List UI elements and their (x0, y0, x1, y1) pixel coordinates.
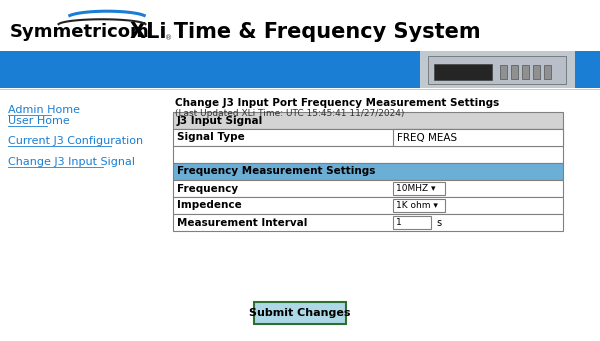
Text: Signal Type: Signal Type (177, 133, 245, 143)
Text: User Home: User Home (8, 116, 70, 126)
Text: FREQ MEAS: FREQ MEAS (397, 133, 457, 143)
Text: 10MHZ ▾: 10MHZ ▾ (396, 184, 436, 193)
Text: 1: 1 (396, 218, 402, 227)
Bar (393, 199, 445, 212)
Bar (393, 129, 563, 146)
Bar (173, 180, 563, 197)
Text: Measurement Interval: Measurement Interval (177, 218, 307, 227)
Bar (0, 51, 425, 88)
Bar (393, 216, 431, 229)
Bar (0, 0, 600, 51)
Bar (254, 302, 346, 324)
Text: Impedence: Impedence (177, 201, 242, 210)
Bar (544, 65, 551, 79)
Bar (393, 182, 445, 195)
Bar (533, 65, 540, 79)
Bar (500, 65, 507, 79)
Bar (0, 89, 600, 90)
Bar (173, 112, 563, 129)
Bar (173, 197, 563, 214)
Bar (511, 65, 518, 79)
Bar (572, 51, 600, 88)
Text: Frequency: Frequency (177, 183, 238, 193)
Bar (434, 64, 492, 80)
Bar (428, 56, 566, 84)
Text: s: s (436, 218, 441, 227)
Bar (173, 146, 563, 163)
Bar (173, 163, 563, 180)
Text: Frequency Measurement Settings: Frequency Measurement Settings (177, 166, 376, 177)
Text: Submit Changes: Submit Changes (249, 308, 351, 318)
Text: Change J3 Input Signal: Change J3 Input Signal (8, 157, 135, 167)
Text: 1K ohm ▾: 1K ohm ▾ (396, 201, 438, 210)
Bar (173, 214, 563, 231)
Bar (173, 129, 563, 146)
Text: (Last Updated XLi Time: UTC 15:45:41 11/27/2024): (Last Updated XLi Time: UTC 15:45:41 11/… (175, 108, 404, 118)
Bar (522, 65, 529, 79)
Bar (420, 51, 575, 88)
Text: ®: ® (165, 35, 172, 41)
Text: XLi Time & Frequency System: XLi Time & Frequency System (130, 22, 481, 42)
Text: J3 Input Signal: J3 Input Signal (177, 116, 263, 125)
Text: Symmetricom: Symmetricom (10, 23, 150, 41)
Text: Current J3 Configuration: Current J3 Configuration (8, 136, 143, 146)
Text: Admin Home: Admin Home (8, 105, 80, 115)
Text: Change J3 Input Port Frequency Measurement Settings: Change J3 Input Port Frequency Measureme… (175, 98, 499, 108)
